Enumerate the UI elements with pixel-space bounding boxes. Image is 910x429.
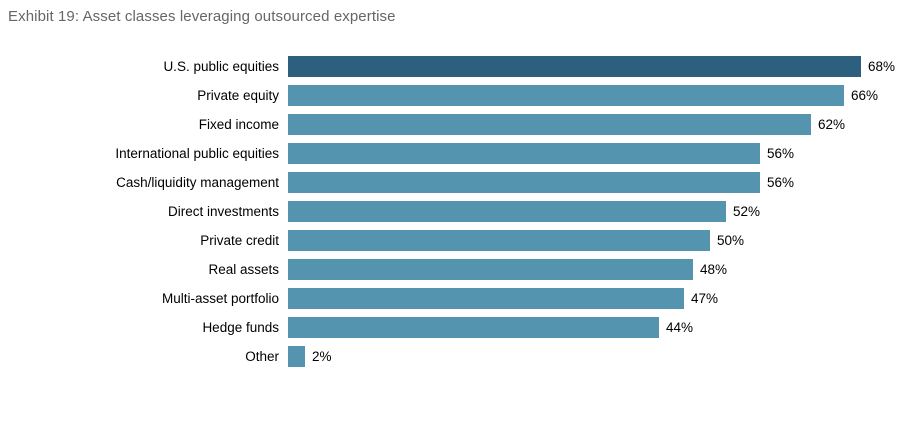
- value-label: 62%: [818, 117, 846, 132]
- bar: [288, 230, 710, 251]
- category-label: Cash/liquidity management: [116, 175, 279, 190]
- bar-area: 56%: [288, 139, 910, 168]
- value-label: 2%: [312, 349, 332, 364]
- category-label: Hedge funds: [202, 320, 279, 335]
- bar-row: Direct investments 52%: [0, 197, 910, 226]
- bar: [288, 346, 305, 367]
- value-label: 52%: [733, 204, 761, 219]
- bar: [288, 143, 760, 164]
- bar-row: Private equity 66%: [0, 81, 910, 110]
- bar-area: 2%: [288, 342, 910, 371]
- value-label: 47%: [691, 291, 719, 306]
- bar-area: 68%: [288, 52, 910, 81]
- bar-area: 47%: [288, 284, 910, 313]
- bar: [288, 288, 684, 309]
- value-label: 44%: [666, 320, 694, 335]
- category-label: U.S. public equities: [163, 59, 279, 74]
- bar-chart: U.S. public equities 68% Private equity 66%…: [0, 52, 910, 371]
- bar-row: Multi-asset portfolio 47%: [0, 284, 910, 313]
- bar-row: Private credit 50%: [0, 226, 910, 255]
- category-label: International public equities: [115, 146, 279, 161]
- category-label: Private credit: [200, 233, 279, 248]
- value-label: 68%: [868, 59, 896, 74]
- category-label: Other: [245, 349, 279, 364]
- value-label: 48%: [700, 262, 728, 277]
- bar-area: 44%: [288, 313, 910, 342]
- bar-area: 66%: [288, 81, 910, 110]
- category-label: Private equity: [197, 88, 279, 103]
- category-label: Direct investments: [167, 204, 279, 219]
- bar: [288, 85, 844, 106]
- bar-area: 48%: [288, 255, 910, 284]
- bar-area: 62%: [288, 110, 910, 139]
- bar-row: Cash/liquidity management 56%: [0, 168, 910, 197]
- bar-area: 52%: [288, 197, 910, 226]
- value-label: 50%: [717, 233, 745, 248]
- bar-row: Other 2%: [0, 342, 910, 371]
- chart-title: Exhibit 19: Asset classes leveraging out…: [8, 8, 396, 25]
- bar-area: 56%: [288, 168, 910, 197]
- bar-row: Real assets 48%: [0, 255, 910, 284]
- bar-area: 50%: [288, 226, 910, 255]
- value-label: 66%: [851, 88, 879, 103]
- bar: [288, 114, 811, 135]
- category-label: Real assets: [208, 262, 279, 277]
- bar: [288, 56, 861, 77]
- bar-row: Hedge funds 44%: [0, 313, 910, 342]
- bar: [288, 259, 693, 280]
- bar: [288, 317, 659, 338]
- bar-row: International public equities 56%: [0, 139, 910, 168]
- value-label: 56%: [767, 175, 795, 190]
- bar-row: Fixed income 62%: [0, 110, 910, 139]
- category-label: Fixed income: [198, 117, 279, 132]
- bar-row: U.S. public equities 68%: [0, 52, 910, 81]
- category-label: Multi-asset portfolio: [161, 291, 279, 306]
- bar: [288, 172, 760, 193]
- value-label: 56%: [767, 146, 795, 161]
- bar: [288, 201, 726, 222]
